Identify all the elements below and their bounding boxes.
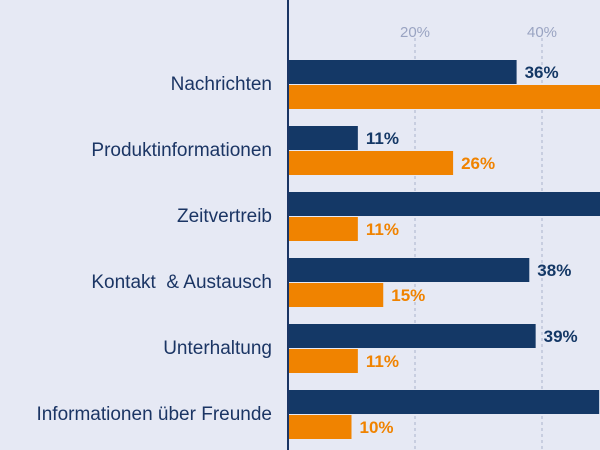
- category-label: Informationen über Freunde: [36, 404, 272, 425]
- value-label: 26%: [461, 154, 495, 173]
- value-label: 11%: [366, 220, 399, 239]
- value-label: 10%: [360, 418, 394, 437]
- value-label: 11%: [366, 129, 399, 148]
- bar-series-2: [288, 151, 454, 175]
- value-label: 36%: [525, 63, 559, 82]
- bar-series-1: [288, 60, 517, 84]
- category-label: Unterhaltung: [163, 338, 272, 359]
- value-label: 11%: [366, 352, 399, 371]
- bar-series-2: [288, 349, 358, 373]
- bar-series-2: [288, 283, 384, 307]
- value-label: 15%: [391, 286, 425, 305]
- x-tick-label: 40%: [527, 24, 557, 41]
- value-label: 39%: [544, 327, 578, 346]
- category-label: Nachrichten: [171, 74, 272, 95]
- value-labels: 36% 11% 26% 11% 38% 15% 39% 11% 10%: [360, 63, 578, 437]
- bar-series-1: [288, 258, 530, 282]
- category-labels: Nachrichten Produktinformationen Zeitvertr…: [36, 74, 272, 425]
- x-tick-labels: 20% 40%: [400, 24, 557, 41]
- bar-series-1: [288, 324, 536, 348]
- bar-series-1: [288, 192, 600, 216]
- category-label: Produktinformationen: [91, 140, 272, 161]
- bar-series-2: [288, 85, 600, 109]
- bar-series-1: [288, 390, 600, 414]
- value-label: 38%: [537, 261, 571, 280]
- category-label: Kontakt & Austausch: [91, 272, 272, 293]
- bar-series-2: [288, 217, 358, 241]
- bar-series-2: [288, 415, 352, 439]
- x-tick-label: 20%: [400, 24, 430, 41]
- bars: [288, 60, 600, 439]
- bar-series-1: [288, 126, 358, 150]
- category-label: Zeitvertreib: [177, 206, 272, 227]
